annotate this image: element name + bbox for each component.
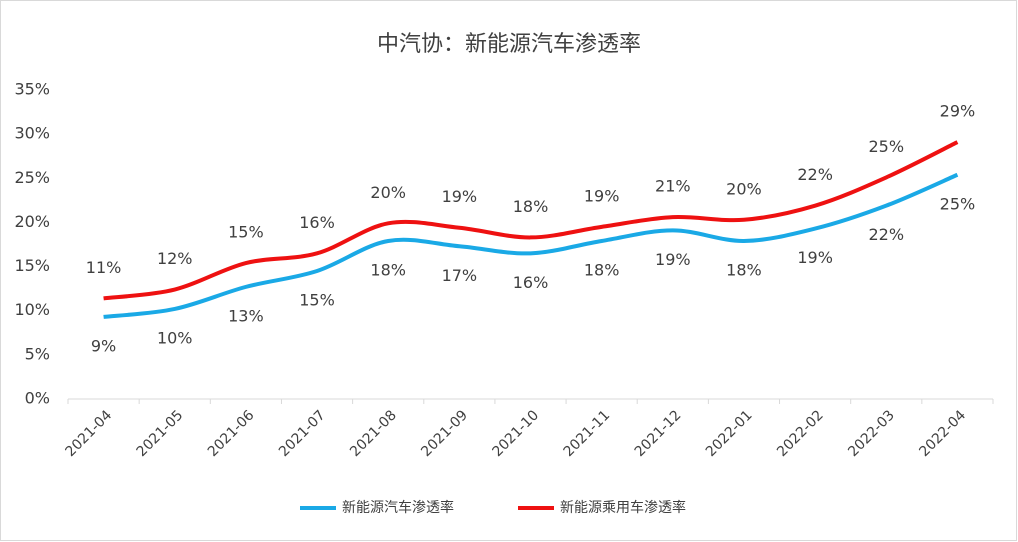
data-label: 19%	[442, 187, 478, 206]
data-label: 18%	[584, 260, 620, 279]
data-label: 19%	[797, 248, 833, 267]
data-label: 10%	[157, 328, 193, 347]
data-label: 17%	[442, 266, 478, 285]
data-label: 11%	[86, 258, 122, 277]
legend-label: 新能源汽车渗透率	[342, 499, 454, 516]
data-label: 13%	[228, 306, 264, 325]
chart-title: 中汽协：新能源汽车渗透率	[377, 32, 641, 57]
data-label: 9%	[91, 336, 116, 355]
data-label: 29%	[940, 102, 976, 121]
y-tick-label: 5%	[25, 344, 50, 363]
data-label: 18%	[726, 260, 762, 279]
data-label: 15%	[299, 290, 335, 309]
data-label: 16%	[299, 213, 335, 232]
y-tick-label: 35%	[14, 80, 50, 99]
data-label: 21%	[655, 177, 691, 196]
data-label: 18%	[513, 197, 549, 216]
data-label: 22%	[797, 165, 833, 184]
data-label: 16%	[513, 273, 549, 292]
y-tick-label: 15%	[14, 256, 50, 275]
data-label: 22%	[868, 225, 904, 244]
data-label: 25%	[868, 137, 904, 156]
data-label: 20%	[370, 183, 406, 202]
data-label: 19%	[655, 250, 691, 269]
data-label: 18%	[370, 260, 406, 279]
y-tick-label: 25%	[14, 168, 50, 187]
data-label: 25%	[940, 194, 976, 213]
y-tick-label: 0%	[25, 389, 50, 408]
data-label: 12%	[157, 249, 193, 268]
y-tick-label: 30%	[14, 124, 50, 143]
y-tick-label: 10%	[14, 300, 50, 319]
line-series	[103, 172, 959, 319]
line-series	[103, 140, 959, 301]
legend-label: 新能源乘用车渗透率	[560, 499, 686, 516]
y-tick-label: 20%	[14, 212, 50, 231]
data-label: 15%	[228, 223, 264, 242]
data-label: 19%	[584, 186, 620, 205]
data-label: 20%	[726, 179, 762, 198]
